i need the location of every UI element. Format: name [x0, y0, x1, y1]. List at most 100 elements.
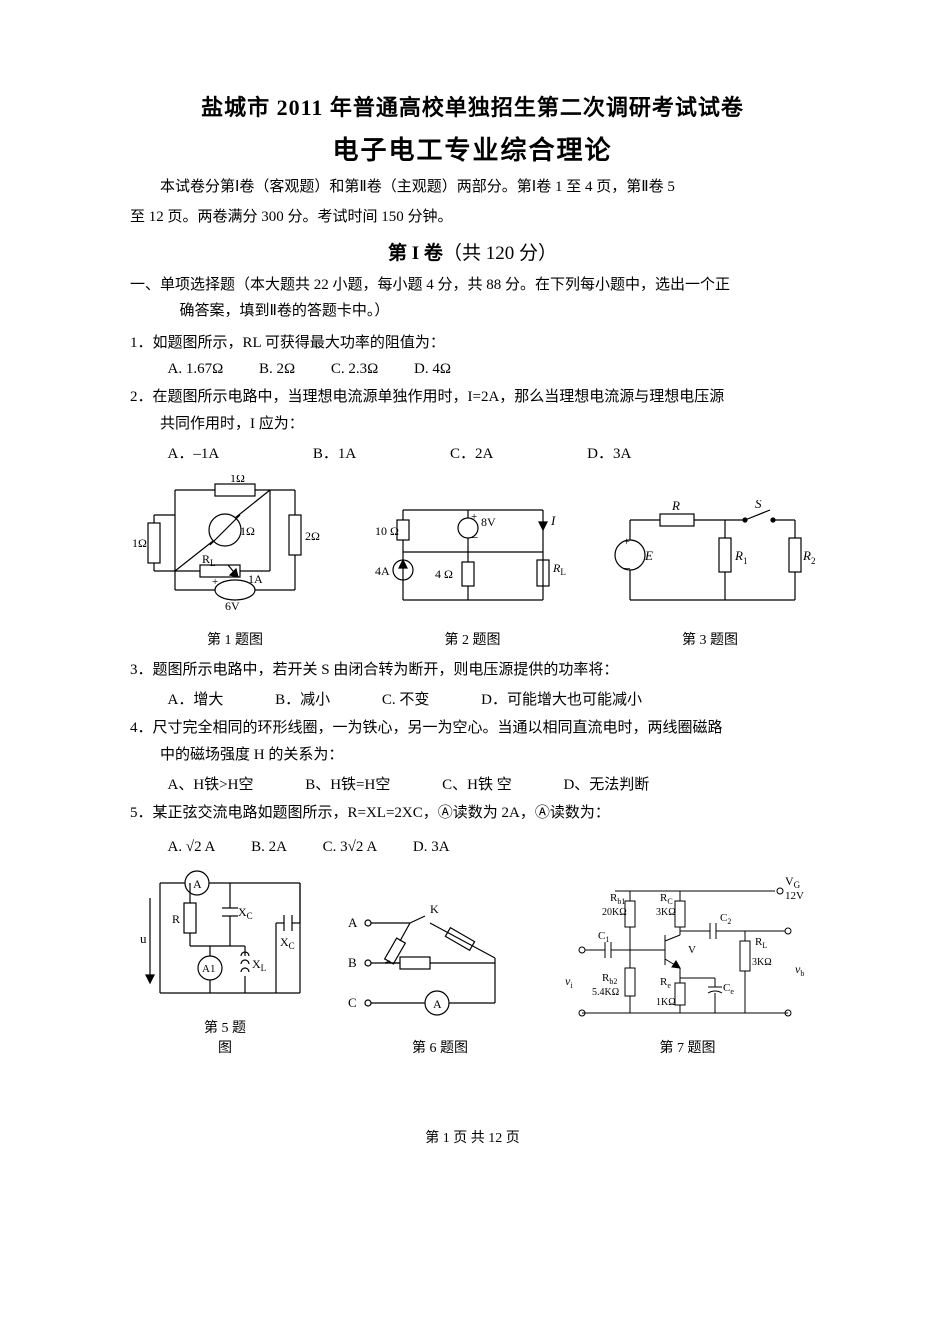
q4-text-1: 4．尺寸完全相同的环形线圈，一为铁心，另一为空心。当通以相同直流电时，两线圈磁路: [130, 720, 723, 736]
figure-3-svg: R S + − E R1 R2: [605, 500, 815, 625]
svg-text:C2: C2: [720, 912, 731, 926]
svg-text:Re: Re: [660, 976, 671, 990]
svg-text:V: V: [688, 944, 696, 956]
q2-opt-a: A．–1A: [168, 442, 220, 463]
svg-text:−: −: [471, 530, 478, 545]
svg-text:C1: C1: [598, 930, 609, 944]
q2-opt-d: D．3A: [587, 442, 631, 463]
figure-2: 10 Ω 4A 8V + − 4 Ω: [373, 490, 573, 649]
svg-text:RC: RC: [660, 892, 673, 906]
q1-opt-d: D. 4Ω: [414, 361, 451, 378]
figure-7: VG 12V Rb1 20KΩ RC 3KΩ C2 RL 3KΩ: [560, 873, 815, 1057]
svg-text:B: B: [348, 955, 357, 970]
exam-page: 盐城市 2011 年普通高校单独招生第二次调研考试试卷 电子电工专业综合理论 本…: [0, 0, 945, 1187]
part-1-desc: 一、单项选择题（本大题共 22 小题，每小题 4 分，共 88 分。在下列每小题…: [130, 273, 815, 324]
figure-6: A B C K A: [340, 903, 540, 1057]
svg-text:vi: vi: [565, 974, 573, 990]
svg-text:5.4KΩ: 5.4KΩ: [592, 987, 619, 998]
svg-text:R: R: [172, 912, 180, 926]
exam-title-2: 电子电工专业综合理论: [130, 130, 815, 167]
svg-text:Rb2: Rb2: [602, 972, 617, 986]
figure-3-caption: 第 3 题图: [682, 629, 738, 649]
q2-text-2: 共同作用时，I 应为：: [130, 411, 815, 438]
q5-opt-c: C. 3√2 A: [323, 839, 378, 856]
q4-opt-b: B、H铁=H空: [305, 773, 390, 794]
q5-options: A. √2 A B. 2A C. 3√2 A D. 3A: [130, 839, 815, 856]
q1-options: A. 1.67Ω B. 2Ω C. 2.3Ω D. 4Ω: [130, 361, 815, 378]
intro-line-2: 至 12 页。两卷满分 300 分。考试时间 150 分钟。: [130, 205, 815, 231]
figure-1-caption: 第 1 题图: [207, 629, 263, 649]
svg-text:E: E: [644, 548, 653, 563]
q5-text: 5．某正弦交流电路如题图所示，R=XL=2XC，Ⓐ读数为 2A，Ⓐ读数为：: [130, 805, 610, 821]
svg-text:A: A: [433, 997, 442, 1011]
svg-text:1Ω: 1Ω: [230, 475, 245, 485]
svg-text:3KΩ: 3KΩ: [656, 907, 676, 918]
svg-text:VG: VG: [785, 874, 801, 890]
svg-text:R: R: [671, 500, 680, 513]
figure-5-caption-1: 第 5 题: [204, 1017, 246, 1037]
svg-text:20KΩ: 20KΩ: [602, 907, 627, 918]
svg-text:R1: R1: [734, 548, 747, 566]
figures-row-2: A u R XC A1: [130, 868, 815, 1057]
figure-3: R S + − E R1 R2: [605, 500, 815, 649]
question-4: 4．尺寸完全相同的环形线圈，一为铁心，另一为空心。当通以相同直流电时，两线圈磁路…: [130, 715, 815, 769]
figure-1-svg: 1Ω 1Ω 2Ω 1Ω: [130, 475, 340, 625]
svg-text:4A: 4A: [375, 564, 390, 578]
q4-opt-c: C、H铁 空: [442, 773, 512, 794]
svg-text:RL: RL: [755, 936, 767, 950]
q1-opt-c: C. 2.3Ω: [331, 361, 378, 378]
figure-6-svg: A B C K A: [340, 903, 540, 1033]
svg-text:S: S: [755, 500, 762, 511]
svg-text:+: +: [212, 576, 218, 588]
svg-text:XL: XL: [252, 957, 266, 973]
question-5: 5．某正弦交流电路如题图所示，R=XL=2XC，Ⓐ读数为 2A，Ⓐ读数为：: [130, 800, 815, 827]
svg-text:12V: 12V: [785, 890, 804, 902]
svg-text:+: +: [623, 534, 630, 548]
figure-2-caption: 第 2 题图: [445, 629, 501, 649]
svg-text:3KΩ: 3KΩ: [752, 957, 772, 968]
q2-opt-c: C．2A: [450, 442, 493, 463]
q4-opt-d: D、无法判断: [563, 773, 649, 794]
question-2: 2．在题图所示电路中，当理想电流源单独作用时，I=2A，那么当理想电流源与理想电…: [130, 384, 815, 438]
q4-options: A、H铁>H空 B、H铁=H空 C、H铁 空 D、无法判断: [130, 773, 815, 794]
q2-opt-b: B．1A: [313, 442, 356, 463]
q3-opt-d: D．可能增大也可能减小: [481, 688, 642, 709]
intro-line-1: 本试卷分第Ⅰ卷（客观题）和第Ⅱ卷（主观题）两部分。第Ⅰ卷 1 至 4 页，第Ⅱ卷…: [130, 175, 815, 201]
section-1-points: （共 120 分）: [443, 243, 557, 264]
svg-text:A1: A1: [202, 963, 215, 975]
q2-options: A．–1A B．1A C．2A D．3A: [130, 442, 815, 463]
q5-opt-b: B. 2A: [251, 839, 287, 856]
svg-text:4 Ω: 4 Ω: [435, 567, 453, 581]
svg-text:vb: vb: [795, 962, 804, 978]
part-1-desc-2: 确答案，填到Ⅱ卷的答题卡中。）: [130, 299, 815, 325]
svg-text:C: C: [348, 995, 357, 1010]
q5-opt-a: A. √2 A: [168, 839, 216, 856]
figure-1: 1Ω 1Ω 2Ω 1Ω: [130, 475, 340, 649]
svg-text:1KΩ: 1KΩ: [656, 997, 676, 1008]
exam-title-1: 盐城市 2011 年普通高校单独招生第二次调研考试试卷: [130, 90, 815, 122]
q5-opt-d: D. 3A: [413, 839, 450, 856]
q2-text-1: 2．在题图所示电路中，当理想电流源单独作用时，I=2A，那么当理想电流源与理想电…: [130, 389, 724, 405]
svg-text:A: A: [348, 915, 358, 930]
svg-text:6V: 6V: [225, 599, 240, 613]
svg-text:10 Ω: 10 Ω: [375, 524, 399, 538]
svg-text:u: u: [140, 931, 147, 946]
q3-options: A．增大 B．减小 C. 不变 D．可能增大也可能减小: [130, 688, 815, 709]
svg-text:+: +: [471, 511, 477, 523]
figure-6-caption: 第 6 题图: [412, 1037, 468, 1057]
q3-text: 3．题图所示电路中，若开关 S 由闭合转为断开，则电压源提供的功率将：: [130, 662, 618, 678]
q3-opt-b: B．减小: [275, 688, 330, 709]
svg-text:XC: XC: [280, 935, 295, 951]
svg-text:A: A: [193, 877, 202, 891]
svg-text:R2: R2: [802, 548, 815, 566]
svg-text:2Ω: 2Ω: [305, 529, 320, 543]
page-footer: 第 1 页 共 12 页: [130, 1127, 815, 1147]
svg-text:−: −: [623, 562, 631, 577]
svg-text:8V: 8V: [481, 515, 496, 529]
svg-text:I: I: [550, 513, 556, 528]
svg-text:RL: RL: [202, 552, 216, 568]
figure-2-svg: 10 Ω 4A 8V + − 4 Ω: [373, 490, 573, 625]
figure-5-svg: A u R XC A1: [130, 868, 320, 1013]
svg-text:Ce: Ce: [723, 982, 734, 996]
q1-text: 1．如题图所示，RL 可获得最大功率的阻值为：: [130, 335, 445, 351]
